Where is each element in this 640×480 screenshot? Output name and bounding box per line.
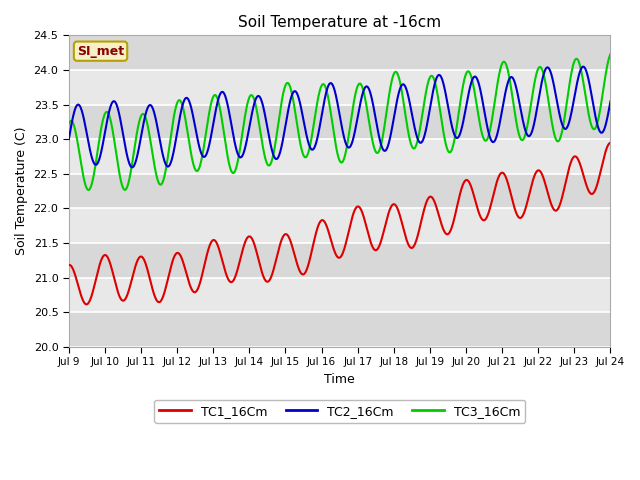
X-axis label: Time: Time bbox=[324, 372, 355, 386]
Bar bbox=[69, 208, 611, 243]
Bar bbox=[69, 36, 611, 70]
Title: Soil Temperature at -16cm: Soil Temperature at -16cm bbox=[238, 15, 441, 30]
Text: SI_met: SI_met bbox=[77, 45, 124, 58]
Bar bbox=[69, 139, 611, 174]
Bar bbox=[69, 243, 611, 277]
Bar bbox=[69, 174, 611, 208]
Bar bbox=[69, 277, 611, 312]
Bar bbox=[69, 105, 611, 139]
Legend: TC1_16Cm, TC2_16Cm, TC3_16Cm: TC1_16Cm, TC2_16Cm, TC3_16Cm bbox=[154, 400, 525, 423]
Bar bbox=[69, 70, 611, 105]
Y-axis label: Soil Temperature (C): Soil Temperature (C) bbox=[15, 127, 28, 255]
Bar bbox=[69, 312, 611, 347]
